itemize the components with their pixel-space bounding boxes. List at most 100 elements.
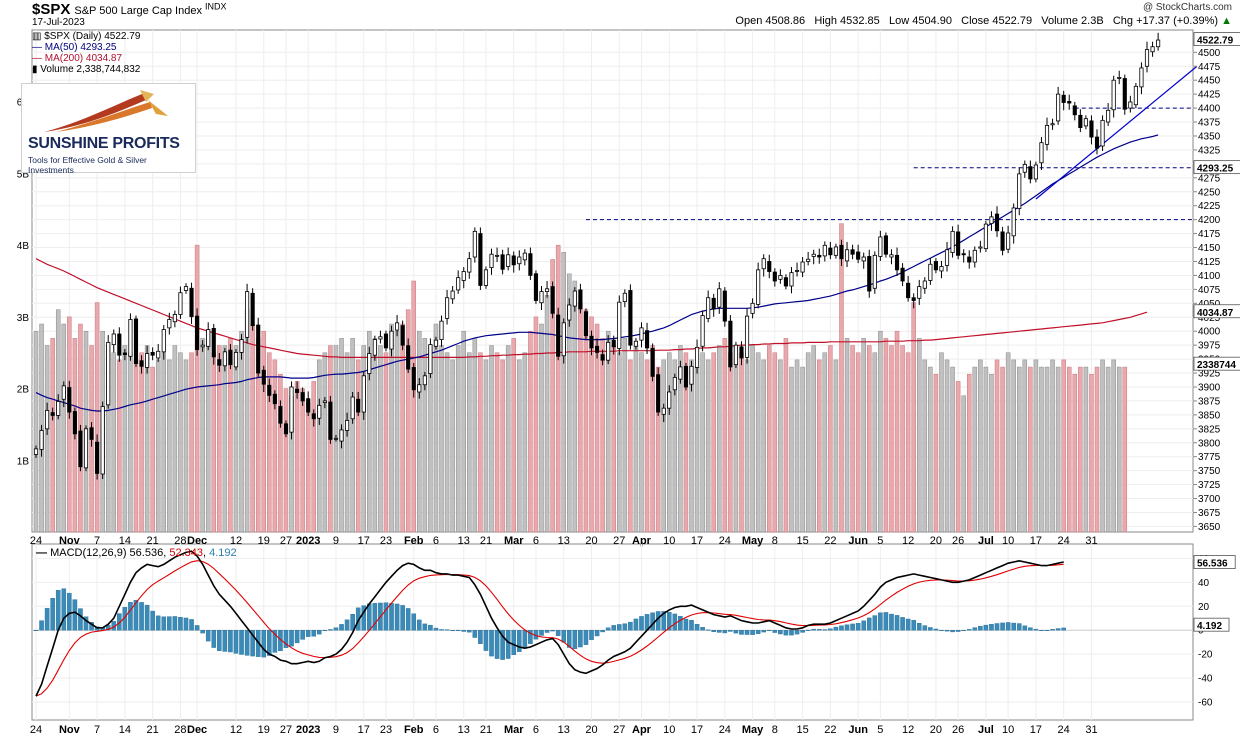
date-tick-label: 10 [1002, 535, 1014, 547]
candle-body [217, 359, 222, 366]
histogram-bar [1022, 625, 1028, 631]
candle-body [700, 315, 705, 347]
date-tick-label: 20 [585, 535, 597, 547]
volume-bar [828, 345, 833, 533]
histogram-bar [711, 630, 716, 633]
candle-body [967, 256, 972, 263]
volume-bar [772, 352, 778, 533]
candle-body [1011, 207, 1016, 237]
candle-body [100, 406, 105, 475]
up-arrow-icon: ▲ [1221, 15, 1232, 27]
histogram-bar [694, 623, 700, 631]
macd-date-tick-label: Jul [978, 724, 994, 736]
histogram-bar [155, 615, 161, 631]
candle-body [872, 254, 877, 289]
candle-body [911, 297, 916, 301]
histogram-bar [517, 630, 522, 652]
volume-bar [555, 244, 561, 533]
volume-bar [1122, 366, 1128, 533]
macd-date-tick-label: 13 [558, 724, 570, 736]
candle-body [328, 401, 333, 440]
macd-date-tick-label: 20 [930, 724, 942, 736]
histogram-bar [400, 605, 405, 631]
volume-bars [33, 223, 1128, 533]
volume-bar [161, 352, 167, 533]
exchange: INDX [205, 1, 227, 12]
histogram-bar [950, 630, 955, 633]
candle-body [95, 441, 100, 474]
date-tick-label: 27 [280, 535, 292, 547]
volume-bar [1116, 366, 1122, 533]
histogram-bar [561, 630, 567, 643]
volume-bar [311, 381, 317, 533]
logo-name: SUNSHINE PROFITS [28, 135, 180, 152]
candle-body [161, 329, 166, 353]
candle-body [544, 288, 550, 292]
candle-body [1122, 78, 1127, 110]
logo-tagline: Tools for Effective Gold & Silver Invest… [28, 155, 147, 175]
volume-bar [694, 366, 700, 533]
histogram-bar [683, 618, 689, 631]
candle-body [311, 413, 316, 420]
histogram-bar [616, 624, 622, 631]
candle-body [478, 233, 483, 286]
volume-bar [861, 338, 866, 533]
histogram-bar [83, 616, 89, 631]
candle-body [267, 384, 272, 396]
macd-date-tick-label: 21 [480, 724, 492, 736]
histogram-bar [522, 630, 528, 649]
volume-bar [511, 338, 516, 533]
macd-date-tick-label: 23 [380, 724, 392, 736]
candle-body [1144, 49, 1150, 67]
macd-date-tick-label: 17 [691, 724, 703, 736]
volume-bar [267, 352, 272, 533]
histogram-bar [822, 629, 828, 631]
candle-body [117, 333, 122, 356]
candle-body [583, 311, 589, 337]
volume-bar [961, 395, 966, 533]
histogram-bar [828, 628, 833, 631]
volume-bar [472, 338, 478, 533]
histogram-bar [300, 630, 305, 640]
price-tick-label: 4050 [1198, 299, 1221, 310]
price-tick-label: 3775 [1198, 452, 1221, 463]
price-date-axis: 24 Nov 7 14 21 28 Dec 12 19 27 2023 9 17 23 Feb 6 13 21 Ma… [30, 535, 1098, 547]
candle-body [1061, 94, 1066, 103]
macd-date-tick-label: 19 [258, 724, 270, 736]
candle-body [461, 271, 466, 281]
volume-bar [122, 345, 128, 533]
date-tick-label: 27 [613, 535, 625, 547]
candle-body [839, 244, 844, 260]
histogram-bar [911, 620, 916, 631]
macd-date-tick-label: 24 [30, 724, 42, 736]
date-tick-label: 8 [772, 535, 778, 547]
histogram-bar [805, 629, 811, 631]
histogram-bar [444, 629, 450, 631]
volume-bar [811, 345, 816, 533]
price-tick-label: 4500 [1198, 48, 1221, 59]
candle-body [489, 253, 494, 269]
volume-bar [139, 352, 144, 533]
histogram-bar [261, 630, 267, 658]
candle-body [411, 367, 416, 391]
volume-bar [783, 338, 789, 533]
volume-bar [672, 359, 678, 533]
price-tick-label: 4400 [1198, 104, 1221, 115]
macd-date-tick-label: 14 [119, 724, 131, 736]
volume-bar [805, 352, 811, 533]
histogram-bar [905, 618, 911, 631]
macd-date-tick-label: 27 [613, 724, 625, 736]
volume-bar [533, 316, 539, 533]
histogram-bar [317, 630, 322, 635]
histogram-bar [894, 615, 900, 631]
volume-bar [128, 352, 133, 533]
candle-body [56, 401, 61, 416]
volume-bar [189, 352, 194, 533]
candle-body [406, 345, 411, 370]
candle-body [789, 272, 794, 287]
candle-body [1089, 120, 1094, 138]
volume-bar [317, 359, 322, 533]
histogram-bar [494, 630, 500, 659]
macd-date-tick-label: 22 [824, 724, 836, 736]
volume-bar [378, 345, 383, 533]
